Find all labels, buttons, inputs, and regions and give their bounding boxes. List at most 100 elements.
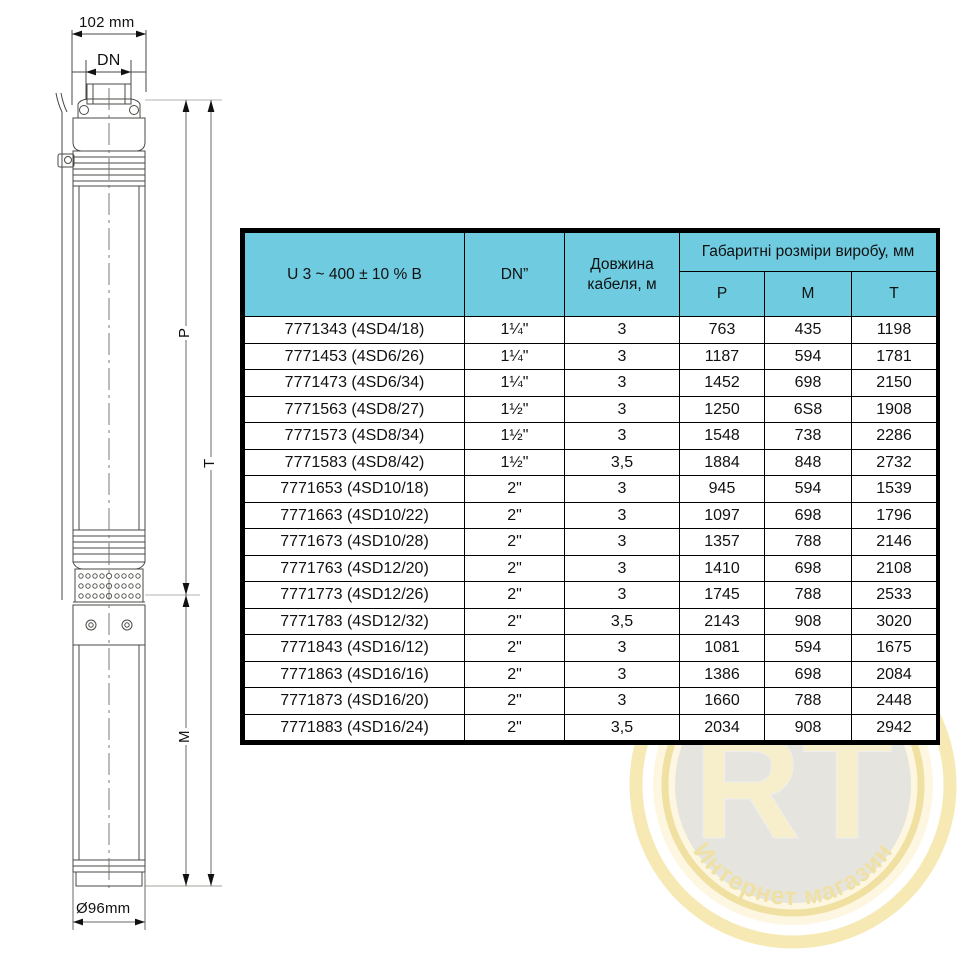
- cell-dimension-p: 2034: [679, 713, 765, 741]
- lifting-lug-left: [79, 105, 89, 115]
- cell-cable-length: 3: [564, 316, 680, 344]
- label-dimension-m: M: [176, 728, 193, 745]
- cell-dimension-p: 1187: [679, 342, 765, 370]
- label-dn: DN: [97, 52, 121, 69]
- table-row: 7771573 (4SD8/34) 1½" 3 1548 738 2286: [244, 422, 938, 450]
- cell-cable-length: 3: [564, 528, 680, 556]
- cell-cable-length: 3: [564, 475, 680, 503]
- cell-dn: 2": [464, 475, 565, 503]
- label-dimension-p: P: [176, 325, 193, 340]
- header-voltage: U 3 ~ 400 ± 10 % В: [244, 232, 465, 317]
- cell-dimension-t: 2533: [850, 581, 938, 609]
- table-row: 7771563 (4SD8/27) 1½" 3 1250 6S8 1908: [244, 395, 938, 423]
- cell-model: 7771863 (4SD16/16): [244, 660, 465, 688]
- pump-technical-drawing: 102 mm DN Ø96mm P T M: [0, 0, 240, 960]
- cell-model: 7771473 (4SD6/34): [244, 369, 465, 397]
- cell-dn: 2": [464, 528, 565, 556]
- cell-dimension-p: 1386: [679, 660, 765, 688]
- header-cable-length: Довжина кабеля, м: [564, 232, 680, 317]
- cell-dimension-p: 1410: [679, 554, 765, 582]
- cell-model: 7771453 (4SD6/26): [244, 342, 465, 370]
- dimension-extension-lines: [145, 99, 222, 887]
- header-row-1: U 3 ~ 400 ± 10 % В DN” Довжина кабеля, м…: [244, 232, 938, 317]
- cell-dn: 2": [464, 554, 565, 582]
- cell-cable-length: 3: [564, 581, 680, 609]
- cell-dimension-p: 1357: [679, 528, 765, 556]
- cell-model: 7771843 (4SD16/12): [244, 634, 465, 662]
- cell-dimension-m: 788: [764, 528, 852, 556]
- header-row-2: P M T: [245, 271, 938, 317]
- table-row: 7771863 (4SD16/16) 2" 3 1386 698 2084: [244, 660, 938, 688]
- cell-dimension-t: 1198: [850, 316, 938, 344]
- table-row: 7771453 (4SD6/26) 1¼" 3 1187 594 1781: [244, 342, 938, 370]
- header-cable-length-line2: кабеля, м: [587, 275, 657, 293]
- cell-dimension-m: 594: [764, 634, 852, 662]
- cell-dimension-p: 763: [679, 316, 765, 344]
- cell-dimension-m: 788: [764, 581, 852, 609]
- cell-dn: 1¼": [464, 342, 565, 370]
- cell-dn: 2": [464, 713, 565, 741]
- cell-dimension-t: 1796: [850, 501, 938, 529]
- dimension-diameter-96: [72, 872, 146, 930]
- cell-dimension-t: 2150: [850, 369, 938, 397]
- table-row: 7771763 (4SD12/20) 2" 3 1410 698 2108: [244, 554, 938, 582]
- cell-dn: 1¼": [464, 369, 565, 397]
- cell-dimension-t: 1675: [850, 634, 938, 662]
- cell-dimension-p: 1081: [679, 634, 765, 662]
- cell-dimension-m: 698: [764, 369, 852, 397]
- table-row: 7771343 (4SD4/18) 1¼" 3 763 435 1198: [244, 316, 938, 344]
- cell-model: 7771653 (4SD10/18): [244, 475, 465, 503]
- cell-dn: 1½": [464, 395, 565, 423]
- cell-model: 7771763 (4SD12/20): [244, 554, 465, 582]
- cell-dimension-p: 1452: [679, 369, 765, 397]
- cell-dimension-t: 2108: [850, 554, 938, 582]
- cell-dn: 2": [464, 501, 565, 529]
- table-row: 7771663 (4SD10/22) 2" 3 1097 698 1796: [244, 501, 938, 529]
- header-sub-p: P: [679, 271, 765, 317]
- cell-dimension-m: 738: [764, 422, 852, 450]
- cell-dimension-t: 2942: [850, 713, 938, 741]
- cell-dimension-m: 788: [764, 687, 852, 715]
- header-cable-length-line1: Довжина: [590, 256, 654, 274]
- specification-table-container: U 3 ~ 400 ± 10 % В DN” Довжина кабеля, м…: [240, 228, 940, 745]
- cell-cable-length: 3: [564, 687, 680, 715]
- table-body: 7771343 (4SD4/18) 1¼" 3 763 435 1198 7771453 (…: [244, 316, 938, 741]
- header-sub-m: M: [764, 271, 852, 317]
- cell-model: 7771883 (4SD16/24): [244, 713, 465, 741]
- table-row: 7771783 (4SD12/32) 2" 3,5 2143 908 3020: [244, 607, 938, 635]
- cell-cable-length: 3,5: [564, 713, 680, 741]
- cell-dimension-t: 2084: [850, 660, 938, 688]
- table-row: 7771843 (4SD16/12) 2" 3 1081 594 1675: [244, 634, 938, 662]
- cell-dimension-t: 1908: [850, 395, 938, 423]
- cell-model: 7771573 (4SD8/34): [244, 422, 465, 450]
- cell-dimension-m: 698: [764, 660, 852, 688]
- cell-dimension-t: 2146: [850, 528, 938, 556]
- cell-cable-length: 3: [564, 395, 680, 423]
- cell-model: 7771563 (4SD8/27): [244, 395, 465, 423]
- cell-dimension-p: 1548: [679, 422, 765, 450]
- table-row: 7771873 (4SD16/20) 2" 3 1660 788 2448: [244, 687, 938, 715]
- specification-table: U 3 ~ 400 ± 10 % В DN” Довжина кабеля, м…: [244, 232, 938, 741]
- header-dimensions-group: Габаритні розміри виробу, мм: [678, 232, 938, 272]
- cell-dn: 1¼": [464, 316, 565, 344]
- cell-cable-length: 3: [564, 554, 680, 582]
- table-row: 7771773 (4SD12/26) 2" 3 1745 788 2533: [244, 581, 938, 609]
- cell-cable-length: 3: [564, 501, 680, 529]
- dimension-102mm: [71, 30, 147, 105]
- cell-model: 7771783 (4SD12/32): [244, 607, 465, 635]
- svg-text:Интернет магазин: Интернет магазин: [687, 837, 898, 911]
- cell-model: 7771873 (4SD16/20): [244, 687, 465, 715]
- cell-model: 7771583 (4SD8/42): [244, 448, 465, 476]
- cell-dimension-t: 2448: [850, 687, 938, 715]
- cell-dimension-m: 6S8: [764, 395, 852, 423]
- cell-dn: 2": [464, 581, 565, 609]
- cell-dn: 2": [464, 607, 565, 635]
- label-dimension-t: T: [201, 456, 218, 470]
- cell-dimension-p: 1097: [679, 501, 765, 529]
- table-row: 7771673 (4SD10/28) 2" 3 1357 788 2146: [244, 528, 938, 556]
- lifting-lug-right: [129, 105, 139, 115]
- cell-dn: 1½": [464, 448, 565, 476]
- cell-dimension-t: 2732: [850, 448, 938, 476]
- table-row: 7771653 (4SD10/18) 2" 3 945 594 1539: [244, 475, 938, 503]
